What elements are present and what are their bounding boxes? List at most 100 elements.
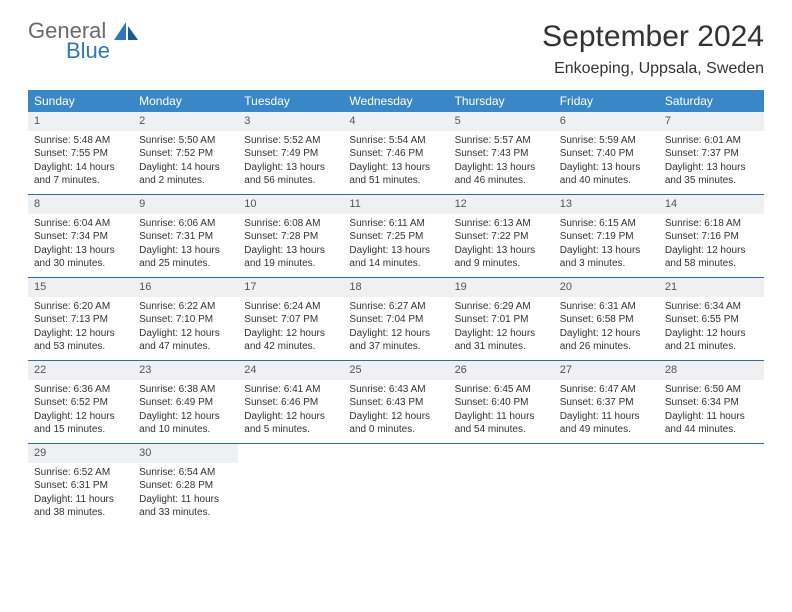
logo-text: General Blue bbox=[28, 20, 140, 62]
day-number: 19 bbox=[449, 278, 554, 297]
day-body: Sunrise: 6:41 AMSunset: 6:46 PMDaylight:… bbox=[238, 380, 343, 442]
sunrise-text: Sunrise: 6:22 AM bbox=[139, 300, 232, 314]
sunset-text: Sunset: 7:07 PM bbox=[244, 313, 337, 327]
day-number: 8 bbox=[28, 195, 133, 214]
day-number: 23 bbox=[133, 361, 238, 380]
day-number: 10 bbox=[238, 195, 343, 214]
calendar-day-cell: 2Sunrise: 5:50 AMSunset: 7:52 PMDaylight… bbox=[133, 112, 238, 194]
day-number: 18 bbox=[343, 278, 448, 297]
day-number: 17 bbox=[238, 278, 343, 297]
sunset-text: Sunset: 6:37 PM bbox=[560, 396, 653, 410]
day-number: 1 bbox=[28, 112, 133, 131]
calendar-empty-cell bbox=[343, 444, 448, 526]
daylight-text: Daylight: 13 hours and 51 minutes. bbox=[349, 161, 442, 188]
weekday-header: Saturday bbox=[659, 90, 764, 112]
calendar-body: 1Sunrise: 5:48 AMSunset: 7:55 PMDaylight… bbox=[28, 112, 764, 526]
daylight-text: Daylight: 13 hours and 14 minutes. bbox=[349, 244, 442, 271]
day-body: Sunrise: 6:20 AMSunset: 7:13 PMDaylight:… bbox=[28, 297, 133, 359]
weekday-header: Monday bbox=[133, 90, 238, 112]
day-body: Sunrise: 6:18 AMSunset: 7:16 PMDaylight:… bbox=[659, 214, 764, 276]
daylight-text: Daylight: 13 hours and 40 minutes. bbox=[560, 161, 653, 188]
day-body: Sunrise: 5:59 AMSunset: 7:40 PMDaylight:… bbox=[554, 131, 659, 193]
sunset-text: Sunset: 7:16 PM bbox=[665, 230, 758, 244]
sunrise-text: Sunrise: 5:52 AM bbox=[244, 134, 337, 148]
sunset-text: Sunset: 7:55 PM bbox=[34, 147, 127, 161]
sunset-text: Sunset: 7:28 PM bbox=[244, 230, 337, 244]
daylight-text: Daylight: 13 hours and 35 minutes. bbox=[665, 161, 758, 188]
day-body: Sunrise: 6:04 AMSunset: 7:34 PMDaylight:… bbox=[28, 214, 133, 276]
sunset-text: Sunset: 7:25 PM bbox=[349, 230, 442, 244]
sunset-text: Sunset: 7:13 PM bbox=[34, 313, 127, 327]
sunset-text: Sunset: 6:55 PM bbox=[665, 313, 758, 327]
daylight-text: Daylight: 12 hours and 58 minutes. bbox=[665, 244, 758, 271]
calendar-week-row: 29Sunrise: 6:52 AMSunset: 6:31 PMDayligh… bbox=[28, 444, 764, 526]
day-body: Sunrise: 5:54 AMSunset: 7:46 PMDaylight:… bbox=[343, 131, 448, 193]
calendar-empty-cell bbox=[554, 444, 659, 526]
day-number: 12 bbox=[449, 195, 554, 214]
calendar-day-cell: 22Sunrise: 6:36 AMSunset: 6:52 PMDayligh… bbox=[28, 361, 133, 443]
sunrise-text: Sunrise: 6:04 AM bbox=[34, 217, 127, 231]
sunset-text: Sunset: 7:34 PM bbox=[34, 230, 127, 244]
day-body: Sunrise: 6:13 AMSunset: 7:22 PMDaylight:… bbox=[449, 214, 554, 276]
day-number: 28 bbox=[659, 361, 764, 380]
daylight-text: Daylight: 12 hours and 42 minutes. bbox=[244, 327, 337, 354]
day-body: Sunrise: 6:11 AMSunset: 7:25 PMDaylight:… bbox=[343, 214, 448, 276]
daylight-text: Daylight: 13 hours and 19 minutes. bbox=[244, 244, 337, 271]
daylight-text: Daylight: 14 hours and 7 minutes. bbox=[34, 161, 127, 188]
sail-icon bbox=[112, 20, 140, 42]
sunset-text: Sunset: 6:31 PM bbox=[34, 479, 127, 493]
day-body: Sunrise: 6:36 AMSunset: 6:52 PMDaylight:… bbox=[28, 380, 133, 442]
calendar-day-cell: 15Sunrise: 6:20 AMSunset: 7:13 PMDayligh… bbox=[28, 278, 133, 360]
daylight-text: Daylight: 13 hours and 9 minutes. bbox=[455, 244, 548, 271]
sunrise-text: Sunrise: 6:45 AM bbox=[455, 383, 548, 397]
day-body: Sunrise: 6:15 AMSunset: 7:19 PMDaylight:… bbox=[554, 214, 659, 276]
sunrise-text: Sunrise: 6:43 AM bbox=[349, 383, 442, 397]
calendar-day-cell: 25Sunrise: 6:43 AMSunset: 6:43 PMDayligh… bbox=[343, 361, 448, 443]
sunset-text: Sunset: 7:31 PM bbox=[139, 230, 232, 244]
calendar-day-cell: 27Sunrise: 6:47 AMSunset: 6:37 PMDayligh… bbox=[554, 361, 659, 443]
daylight-text: Daylight: 11 hours and 38 minutes. bbox=[34, 493, 127, 520]
daylight-text: Daylight: 13 hours and 25 minutes. bbox=[139, 244, 232, 271]
calendar-day-cell: 23Sunrise: 6:38 AMSunset: 6:49 PMDayligh… bbox=[133, 361, 238, 443]
day-number: 21 bbox=[659, 278, 764, 297]
day-body: Sunrise: 6:06 AMSunset: 7:31 PMDaylight:… bbox=[133, 214, 238, 276]
header: General Blue September 2024 Enkoeping, U… bbox=[28, 20, 764, 78]
calendar-day-cell: 8Sunrise: 6:04 AMSunset: 7:34 PMDaylight… bbox=[28, 195, 133, 277]
day-number: 29 bbox=[28, 444, 133, 463]
calendar-empty-cell bbox=[238, 444, 343, 526]
sunrise-text: Sunrise: 6:29 AM bbox=[455, 300, 548, 314]
day-body: Sunrise: 6:34 AMSunset: 6:55 PMDaylight:… bbox=[659, 297, 764, 359]
month-title: September 2024 bbox=[542, 20, 764, 54]
calendar-day-cell: 5Sunrise: 5:57 AMSunset: 7:43 PMDaylight… bbox=[449, 112, 554, 194]
day-body: Sunrise: 6:50 AMSunset: 6:34 PMDaylight:… bbox=[659, 380, 764, 442]
sunset-text: Sunset: 7:37 PM bbox=[665, 147, 758, 161]
sunrise-text: Sunrise: 6:13 AM bbox=[455, 217, 548, 231]
day-body: Sunrise: 6:29 AMSunset: 7:01 PMDaylight:… bbox=[449, 297, 554, 359]
sunset-text: Sunset: 7:49 PM bbox=[244, 147, 337, 161]
day-number: 25 bbox=[343, 361, 448, 380]
calendar-day-cell: 11Sunrise: 6:11 AMSunset: 7:25 PMDayligh… bbox=[343, 195, 448, 277]
day-body: Sunrise: 6:31 AMSunset: 6:58 PMDaylight:… bbox=[554, 297, 659, 359]
sunset-text: Sunset: 7:22 PM bbox=[455, 230, 548, 244]
location-label: Enkoeping, Uppsala, Sweden bbox=[542, 60, 764, 78]
calendar-empty-cell bbox=[449, 444, 554, 526]
logo-word-2: Blue bbox=[66, 40, 140, 62]
sunset-text: Sunset: 7:10 PM bbox=[139, 313, 232, 327]
daylight-text: Daylight: 12 hours and 26 minutes. bbox=[560, 327, 653, 354]
day-number: 4 bbox=[343, 112, 448, 131]
sunrise-text: Sunrise: 6:24 AM bbox=[244, 300, 337, 314]
day-number: 14 bbox=[659, 195, 764, 214]
daylight-text: Daylight: 12 hours and 5 minutes. bbox=[244, 410, 337, 437]
daylight-text: Daylight: 13 hours and 46 minutes. bbox=[455, 161, 548, 188]
calendar-empty-cell bbox=[659, 444, 764, 526]
calendar-day-cell: 9Sunrise: 6:06 AMSunset: 7:31 PMDaylight… bbox=[133, 195, 238, 277]
day-number: 15 bbox=[28, 278, 133, 297]
sunrise-text: Sunrise: 6:08 AM bbox=[244, 217, 337, 231]
day-body: Sunrise: 5:48 AMSunset: 7:55 PMDaylight:… bbox=[28, 131, 133, 193]
calendar: SundayMondayTuesdayWednesdayThursdayFrid… bbox=[28, 90, 764, 526]
day-body: Sunrise: 6:52 AMSunset: 6:31 PMDaylight:… bbox=[28, 463, 133, 525]
sunrise-text: Sunrise: 6:47 AM bbox=[560, 383, 653, 397]
weekday-header: Wednesday bbox=[343, 90, 448, 112]
calendar-day-cell: 6Sunrise: 5:59 AMSunset: 7:40 PMDaylight… bbox=[554, 112, 659, 194]
sunset-text: Sunset: 7:04 PM bbox=[349, 313, 442, 327]
